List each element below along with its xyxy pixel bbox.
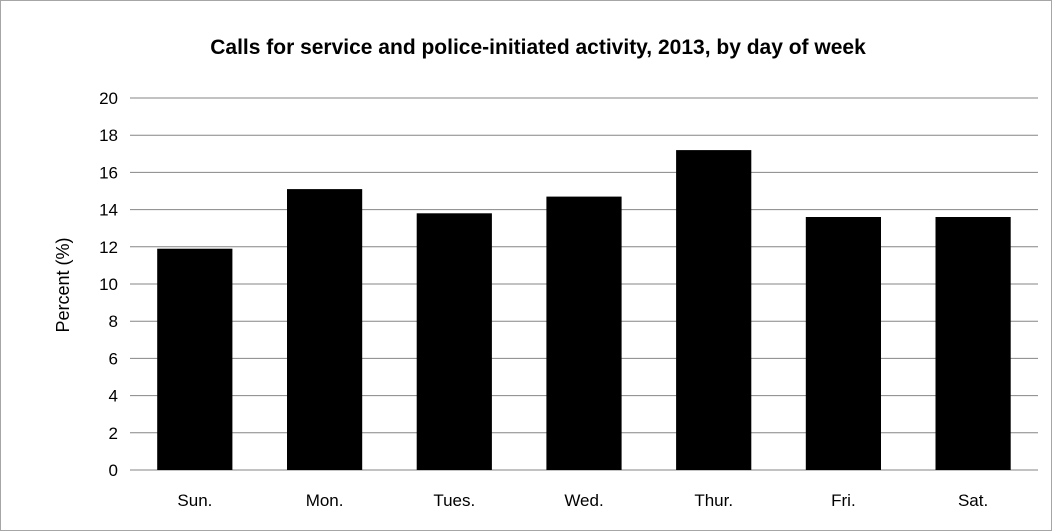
bar-thur	[676, 150, 752, 470]
y-tick-label: 6	[109, 349, 118, 368]
x-tick-label: Thur.	[694, 491, 733, 510]
bar-sat	[935, 217, 1011, 470]
bars	[157, 150, 1011, 471]
y-tick-label: 2	[109, 424, 118, 443]
y-tick-label: 8	[109, 312, 118, 331]
y-tick-label: 16	[99, 163, 118, 182]
x-tick-label: Sun.	[177, 491, 212, 510]
x-tick-label: Wed.	[564, 491, 603, 510]
bar-sun	[157, 248, 233, 470]
x-tick-label: Tues.	[433, 491, 475, 510]
y-tick-label: 10	[99, 275, 118, 294]
bar-fri	[805, 217, 881, 470]
x-tick-label: Fri.	[831, 491, 856, 510]
y-tick-label: 0	[109, 461, 118, 480]
chart-title: Calls for service and police-initiated a…	[210, 36, 866, 59]
bar-tues	[416, 213, 492, 471]
x-tick-labels: Sun. Mon. Tues. Wed. Thur. Fri. Sat.	[177, 491, 988, 510]
y-tick-label: 18	[99, 126, 118, 145]
y-tick-label: 12	[99, 238, 118, 257]
y-tick-labels: 0 2 4 6 8 10 12 14 16 18 20	[99, 89, 118, 480]
y-tick-label: 20	[99, 89, 118, 108]
y-tick-label: 4	[109, 387, 118, 406]
x-tick-label: Mon.	[306, 491, 344, 510]
y-axis-label: Percent (%)	[53, 237, 73, 332]
x-tick-label: Sat.	[958, 491, 988, 510]
y-tick-label: 14	[99, 201, 118, 220]
bar-mon	[287, 189, 363, 470]
bar-wed	[546, 196, 622, 470]
